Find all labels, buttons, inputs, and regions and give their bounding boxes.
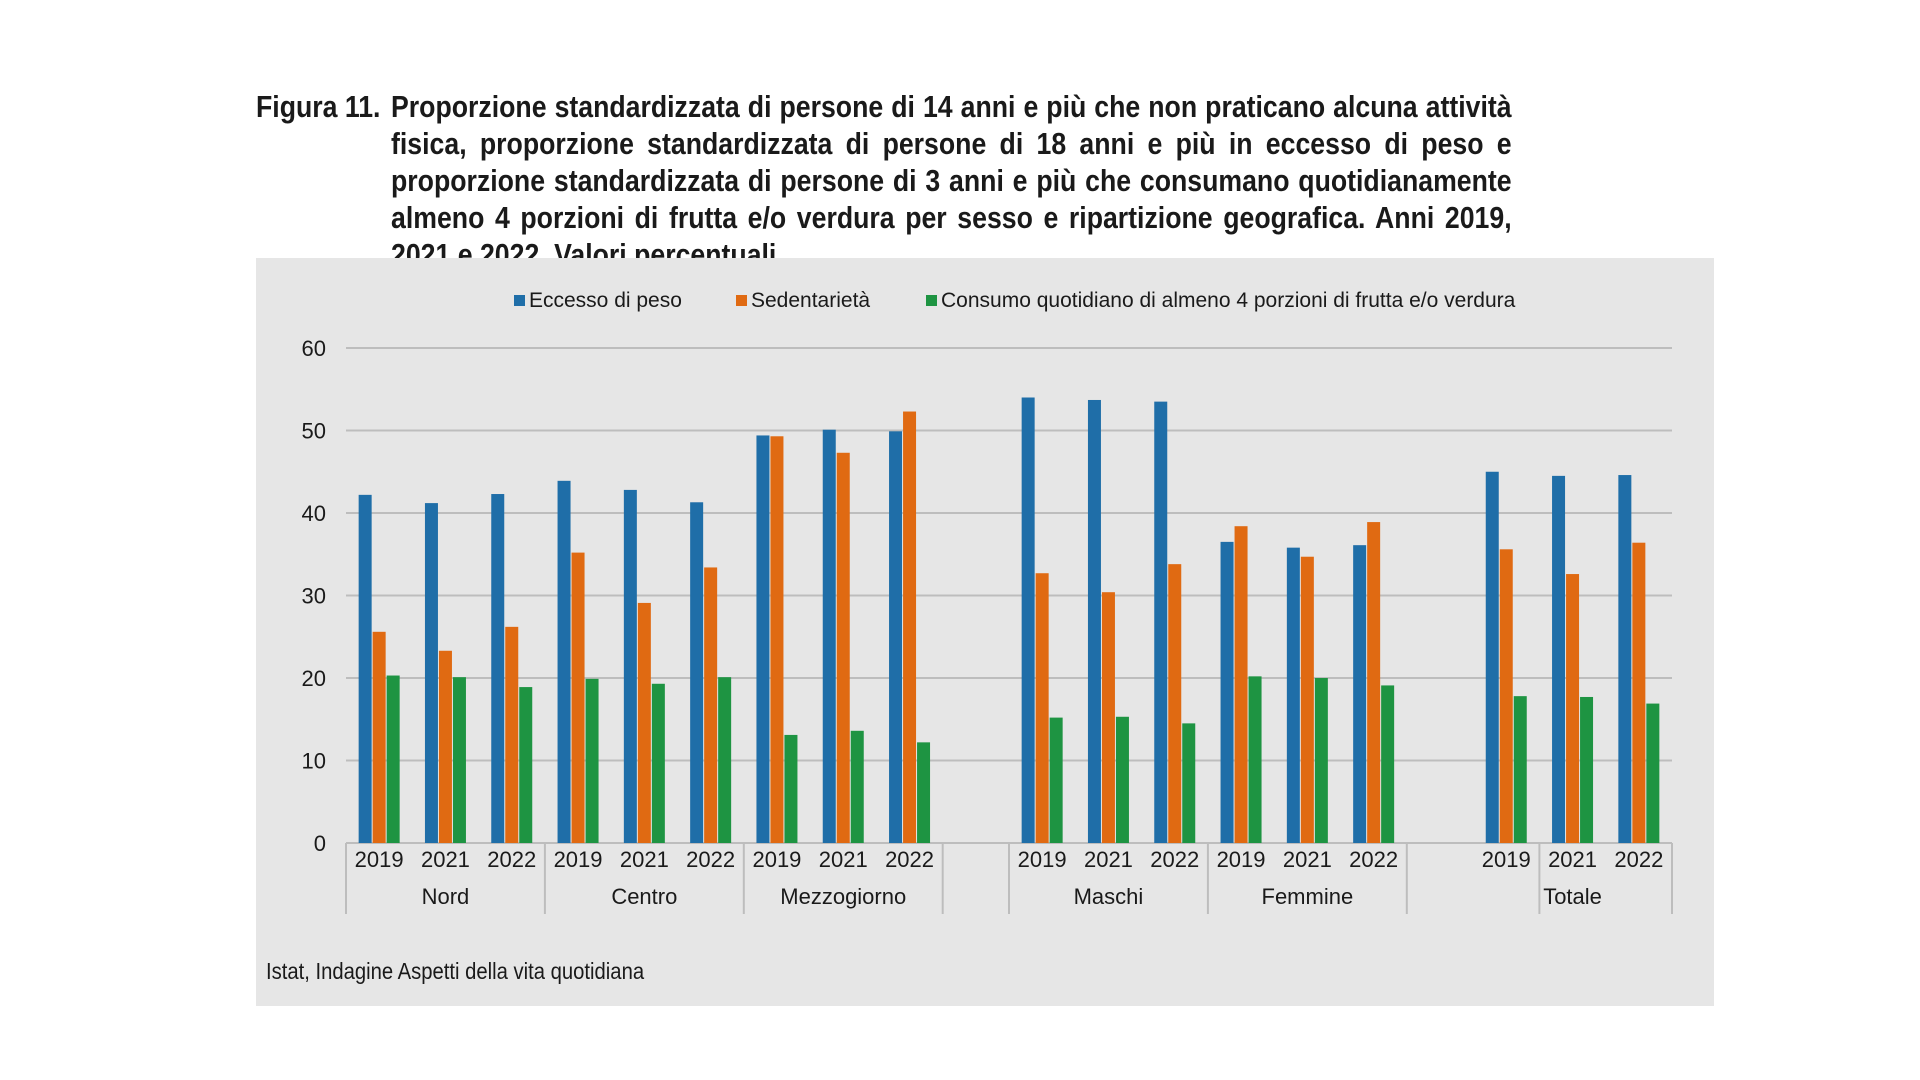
bar: Consumo quotidiano di almeno 4 porzioni … xyxy=(1248,676,1262,843)
bar: Eccesso di peso 2022: 36.1 xyxy=(1353,545,1367,843)
chart: 0 10 20 30 40 50 60 Eccesso di peso 2019: 42.2 E… xyxy=(302,289,1673,914)
x-tick-label: 2019 xyxy=(1482,847,1531,872)
bar: Consumo quotidiano di almeno 4 porzioni … xyxy=(519,687,533,843)
bar: Eccesso di peso 2019: 36.5 xyxy=(1220,541,1234,843)
bar: Sedentarietà 2022: 26.2 xyxy=(505,626,519,843)
bar: Consumo quotidiano di almeno 4 porzioni … xyxy=(718,677,732,843)
x-tick-label: 2022 xyxy=(686,847,735,872)
bar: Sedentarietà 2019: 25.6 xyxy=(372,631,386,843)
bar: Eccesso di peso 2019: 49.4 xyxy=(756,435,770,843)
bar: Consumo quotidiano di almeno 4 porzioni … xyxy=(1115,716,1129,843)
x-tick-label: 2019 xyxy=(752,847,801,872)
x-tick-label: 2021 xyxy=(620,847,669,872)
bar: Consumo quotidiano di almeno 4 porzioni … xyxy=(784,734,798,843)
bar: Sedentarietà 2022: 33.4 xyxy=(704,567,718,843)
legend-swatch xyxy=(926,295,937,306)
group-label: Centro xyxy=(611,884,677,909)
bar: Eccesso di peso 2019: 42.2 xyxy=(358,494,372,843)
x-tick-label: 2019 xyxy=(1217,847,1266,872)
group-label: Totale xyxy=(1543,884,1602,909)
bar: Sedentarietà 2021: 23.3 xyxy=(438,650,452,843)
figure-title-text: Proporzione standardizzata di persone di… xyxy=(391,89,1512,272)
bar: Eccesso di peso 2019: 54 xyxy=(1021,397,1035,843)
bar: Sedentarietà 2021: 30.4 xyxy=(1101,592,1115,843)
bar: Sedentarietà 2019: 32.7 xyxy=(1035,573,1049,843)
bar: Consumo quotidiano di almeno 4 porzioni … xyxy=(1182,723,1196,843)
bar: Sedentarietà 2021: 29.1 xyxy=(637,602,651,843)
bar: Consumo quotidiano di almeno 4 porzioni … xyxy=(917,742,931,843)
x-tick-label: 2022 xyxy=(487,847,536,872)
bar: Consumo quotidiano di almeno 4 porzioni … xyxy=(585,678,599,843)
bar: Sedentarietà 2022: 52.3 xyxy=(903,411,917,843)
bar: Sedentarietà 2021: 34.7 xyxy=(1300,556,1314,843)
x-tick-label: 2019 xyxy=(554,847,603,872)
x-tick-label: 2019 xyxy=(1018,847,1067,872)
bar: Eccesso di peso 2021: 42.8 xyxy=(623,489,637,843)
bar: Eccesso di peso 2022: 49.9 xyxy=(889,431,903,843)
bar: Eccesso di peso 2021: 41.2 xyxy=(424,503,438,843)
bar: Eccesso di peso 2019: 43.9 xyxy=(557,480,571,843)
bar: Consumo quotidiano di almeno 4 porzioni … xyxy=(850,730,864,843)
x-tick-label: 2021 xyxy=(819,847,868,872)
chart-panel: 0 10 20 30 40 50 60 Eccesso di peso 2019: 42.2 E… xyxy=(256,258,1714,1006)
bar: Eccesso di peso 2022: 44.6 xyxy=(1618,475,1632,843)
x-tick-label: 2022 xyxy=(1614,847,1663,872)
bar: Sedentarietà 2022: 36.4 xyxy=(1632,542,1646,843)
source-note: Istat, Indagine Aspetti della vita quoti… xyxy=(266,958,645,984)
y-tick-label: 60 xyxy=(302,336,326,361)
bar: Eccesso di peso 2022: 41.3 xyxy=(690,502,704,843)
bar: Consumo quotidiano di almeno 4 porzioni … xyxy=(651,683,665,843)
bar: Sedentarietà 2019: 49.3 xyxy=(770,436,784,843)
x-tick-label: 2019 xyxy=(355,847,404,872)
bar: Eccesso di peso 2019: 45 xyxy=(1485,471,1499,843)
bar: Consumo quotidiano di almeno 4 porzioni … xyxy=(1314,678,1328,843)
x-tick-label: 2021 xyxy=(421,847,470,872)
bar: Sedentarietà 2021: 47.3 xyxy=(836,452,850,843)
legend-label: Eccesso di peso xyxy=(529,289,682,312)
x-tick-label: 2022 xyxy=(1349,847,1398,872)
group-label: Mezzogiorno xyxy=(780,884,906,909)
bar: Sedentarietà 2019: 35.2 xyxy=(571,552,585,843)
x-tick-label: 2021 xyxy=(1084,847,1133,872)
bar: Eccesso di peso 2022: 53.5 xyxy=(1154,401,1168,843)
x-tick-label: 2021 xyxy=(1548,847,1597,872)
bar: Consumo quotidiano di almeno 4 porzioni … xyxy=(1381,685,1395,843)
legend-label: Sedentarietà xyxy=(751,289,870,312)
y-tick-label: 40 xyxy=(302,501,326,526)
bar: Sedentarietà 2021: 32.6 xyxy=(1566,574,1580,843)
y-tick-label: 20 xyxy=(302,666,326,691)
bar: Consumo quotidiano di almeno 4 porzioni … xyxy=(1049,717,1063,843)
bar: Eccesso di peso 2021: 53.7 xyxy=(1087,399,1101,843)
y-tick-label: 0 xyxy=(314,831,326,856)
bar: Eccesso di peso 2021: 50.1 xyxy=(822,429,836,843)
bar: Consumo quotidiano di almeno 4 porzioni … xyxy=(452,677,466,843)
x-tick-label: 2021 xyxy=(1283,847,1332,872)
legend-swatch xyxy=(736,295,747,306)
y-tick-label: 10 xyxy=(302,749,326,774)
x-tick-label: 2022 xyxy=(885,847,934,872)
group-label: Maschi xyxy=(1074,884,1144,909)
figure-label: Figura 11. xyxy=(256,89,381,124)
legend-label: Consumo quotidiano di almeno 4 porzioni … xyxy=(941,289,1516,312)
bar: Consumo quotidiano di almeno 4 porzioni … xyxy=(386,675,400,843)
bar: Sedentarietà 2022: 38.9 xyxy=(1367,522,1381,843)
bar: Sedentarietà 2022: 33.8 xyxy=(1168,564,1182,843)
figure-title: Figura 11. Proporzione standardizzata di… xyxy=(256,88,1512,273)
bar: Sedentarietà 2019: 38.4 xyxy=(1234,526,1248,843)
bar: Consumo quotidiano di almeno 4 porzioni … xyxy=(1646,703,1660,843)
group-label: Nord xyxy=(422,884,470,909)
bar: Consumo quotidiano di almeno 4 porzioni … xyxy=(1580,696,1594,843)
y-tick-label: 50 xyxy=(302,419,326,444)
bar: Eccesso di peso 2021: 44.5 xyxy=(1552,475,1566,843)
bar: Eccesso di peso 2022: 42.3 xyxy=(491,494,505,843)
legend-swatch xyxy=(514,295,525,306)
bar: Consumo quotidiano di almeno 4 porzioni … xyxy=(1513,696,1527,843)
x-tick-label: 2022 xyxy=(1150,847,1199,872)
group-label: Femmine xyxy=(1262,884,1354,909)
y-tick-label: 30 xyxy=(302,584,326,609)
bar: Eccesso di peso 2021: 35.8 xyxy=(1286,547,1300,843)
bar: Sedentarietà 2019: 35.6 xyxy=(1499,549,1513,843)
